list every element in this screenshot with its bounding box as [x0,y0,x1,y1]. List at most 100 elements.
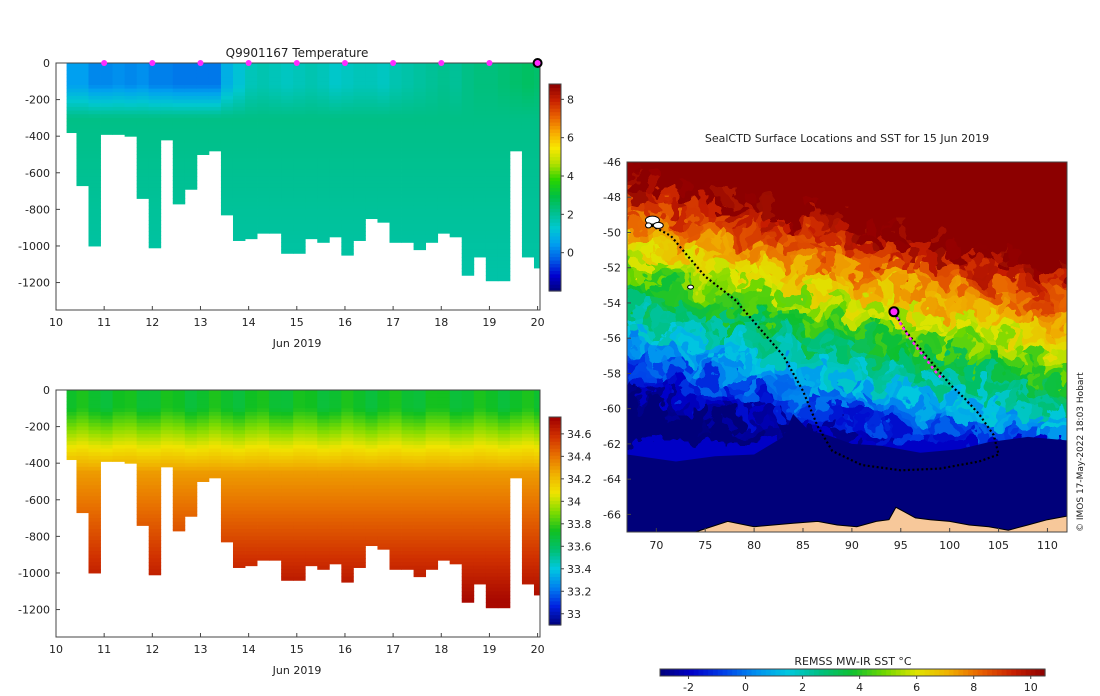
profile-cell [184,103,198,108]
sst-cell [1047,382,1058,393]
profile-cell [112,110,126,115]
sst-cell [867,382,878,393]
profile-cell [425,176,439,181]
profile-cell [184,496,198,501]
profile-cell [172,147,186,152]
profile-cell [172,521,186,526]
colorbar-segment [549,482,561,487]
profile-cell [461,594,475,600]
sst-cell [1007,162,1018,173]
profile-cell [293,183,306,188]
profile-cell [208,459,222,464]
colorbar-segment [549,583,561,588]
sst-cell [967,332,978,343]
profile-cell [533,569,540,574]
profile-cell [172,400,186,406]
sst-cell [1077,142,1088,153]
profile-cell [509,415,523,420]
sst-cell [987,272,998,283]
profile-cell [257,485,270,490]
profile-cell [377,139,390,145]
sst-cell [977,192,988,203]
profile-cell [461,393,475,398]
profile-cell [341,558,354,563]
profile-cell [437,459,451,464]
sst-cell [967,222,978,233]
sst-cell [807,302,818,313]
profile-cell [184,88,198,93]
sst-cell [907,202,918,213]
profile-cell [377,510,390,515]
profile-cell [425,408,439,413]
sst-cell [1017,212,1028,223]
sst-cell [647,242,658,253]
sst-cell [847,212,858,223]
profile-cell [281,198,294,203]
profile-cell [112,114,126,119]
profile-cell [136,477,150,482]
profile-cell [485,227,499,232]
sst-cell [947,362,958,373]
profile-cell [401,514,414,519]
profile-cell [208,400,222,406]
colorbar-segment [549,211,561,216]
colorbar-segment [549,215,561,220]
colorbar-segment [549,153,561,158]
sst-cell [817,302,828,313]
colorbar-tick-label: 33.8 [567,518,592,531]
profile-cell [521,84,535,90]
sst-cell [887,162,898,163]
colorbar-segment [549,545,561,550]
sst-cell [827,362,838,373]
sst-cell [837,322,848,333]
profile-cell [281,227,294,232]
profile-cell [461,466,475,472]
profile-cell [184,415,198,420]
profile-cell [88,525,101,530]
profile-cell [269,536,282,541]
profile-cell [269,404,282,409]
profile-cell [473,415,487,420]
profile-cell [257,77,270,82]
profile-cell [449,470,463,475]
profile-cell [425,540,439,545]
profile-cell [148,397,162,402]
sst-cell [627,272,638,283]
sst-cell [677,252,688,263]
profile-cell [281,191,294,196]
profile-cell [281,147,294,152]
profile-cell [437,121,451,126]
sst-cell [637,232,648,243]
colorbar-segment [549,194,561,199]
profile-cell [353,422,366,428]
profile-cell [257,92,270,97]
profile-cell [148,139,162,145]
sst-cell [867,342,878,353]
profile-cell [245,499,258,504]
profile-cell [148,521,162,526]
profile-cell [136,191,150,196]
profile-cell [389,415,402,420]
profile-cell [497,136,511,141]
profile-cell [497,183,511,188]
profile-cell [341,77,354,82]
profile-cell [184,136,198,141]
profile-cell [257,165,270,170]
profile-cell [196,84,210,90]
sst-cell [1027,282,1038,293]
sst-cell [827,292,838,303]
profile-cell [473,213,487,218]
profile-cell [76,397,89,402]
sst-cell [767,312,778,323]
sst-cell [877,232,888,243]
profile-cell [365,209,378,214]
profile-cell [329,441,342,446]
profile-cell [521,496,535,501]
sst-cell [687,302,698,313]
profile-cell [124,415,138,420]
profile-cell [160,463,174,468]
sst-cell [767,242,778,253]
sst-cell [1077,282,1088,293]
profile-cell [353,390,366,395]
sst-cell [647,192,658,203]
